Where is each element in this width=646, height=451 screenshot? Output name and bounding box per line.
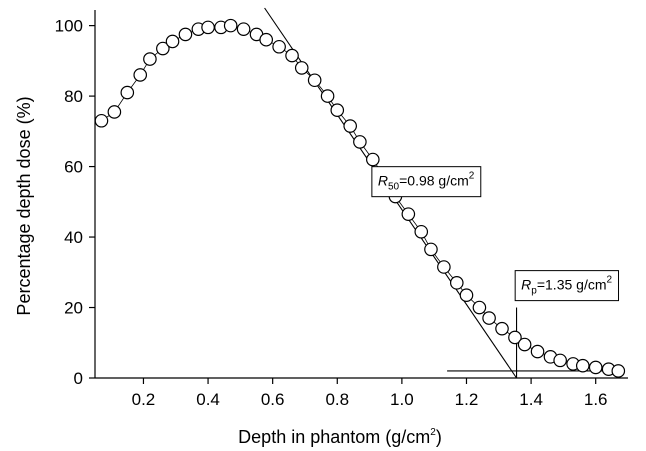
data-point	[307, 73, 322, 88]
annotation-text: Rp=1.35 g/cm2	[521, 275, 612, 297]
data-point	[156, 41, 170, 56]
data-point	[437, 260, 451, 274]
data-point	[320, 89, 335, 103]
y-axis-title: Percentage depth dose (%)	[14, 96, 34, 315]
data-point	[575, 358, 590, 373]
x-tick-label: 1.4	[519, 390, 543, 409]
y-tick-label: 0	[74, 369, 83, 388]
x-tick-label: 1.2	[455, 390, 479, 409]
data-point	[143, 52, 157, 66]
x-tick-label: 0.4	[196, 390, 220, 409]
data-point	[343, 119, 357, 133]
data-point	[165, 34, 180, 49]
r50-annotation: R50=0.98 g/cm2	[371, 166, 482, 198]
data-point	[482, 311, 496, 325]
data-point	[294, 61, 309, 75]
data-point	[588, 360, 603, 375]
y-tick-label: 80	[64, 87, 83, 106]
data-points	[94, 18, 626, 378]
annotation-text: R50=0.98 g/cm2	[378, 171, 475, 193]
data-point	[495, 321, 509, 336]
x-tick-label: 1.0	[390, 390, 414, 409]
data-point	[285, 48, 299, 63]
data-point	[223, 18, 238, 33]
y-tick-label: 20	[64, 299, 83, 318]
data-point	[459, 288, 474, 302]
data-point	[353, 135, 367, 149]
annotations: R50=0.98 g/cm2 Rp=1.35 g/cm2	[371, 166, 620, 302]
x-tick-label: 0.8	[325, 390, 349, 409]
data-point	[449, 276, 464, 290]
data-point	[508, 330, 522, 345]
axes: 0.2 0.4 0.6 0.8 1.0 1.2 1.4 1.6 0 20 40 60 80 100	[55, 10, 628, 409]
data-point	[236, 22, 251, 36]
y-tick-label: 40	[64, 228, 83, 247]
data-point	[272, 39, 286, 54]
y-tick-label: 60	[64, 158, 83, 177]
annotation-box	[371, 166, 482, 198]
data-point	[330, 103, 345, 117]
series-line	[101, 25, 619, 372]
y-tick-label: 100	[55, 17, 83, 36]
data-point	[133, 68, 148, 82]
data-point	[178, 27, 193, 42]
data-point	[517, 337, 532, 352]
data-point	[120, 85, 135, 100]
data-point	[201, 20, 215, 35]
x-axis-title: Depth in phantom (g/cm2)	[238, 427, 442, 447]
x-tick-label: 1.6	[584, 390, 608, 409]
data-point	[366, 152, 380, 167]
data-point	[107, 105, 122, 119]
data-point	[401, 207, 416, 221]
data-point	[553, 353, 567, 368]
data-point	[472, 300, 487, 315]
annotation-box	[514, 270, 620, 302]
data-point	[611, 364, 626, 378]
data-point	[414, 224, 429, 239]
data-point	[424, 242, 438, 257]
x-tick-label: 0.6	[261, 390, 285, 409]
x-tick-label: 0.2	[132, 390, 156, 409]
data-point	[530, 344, 545, 359]
data-point	[259, 32, 274, 47]
data-point	[94, 113, 109, 128]
rp-annotation: Rp=1.35 g/cm2	[514, 270, 620, 302]
